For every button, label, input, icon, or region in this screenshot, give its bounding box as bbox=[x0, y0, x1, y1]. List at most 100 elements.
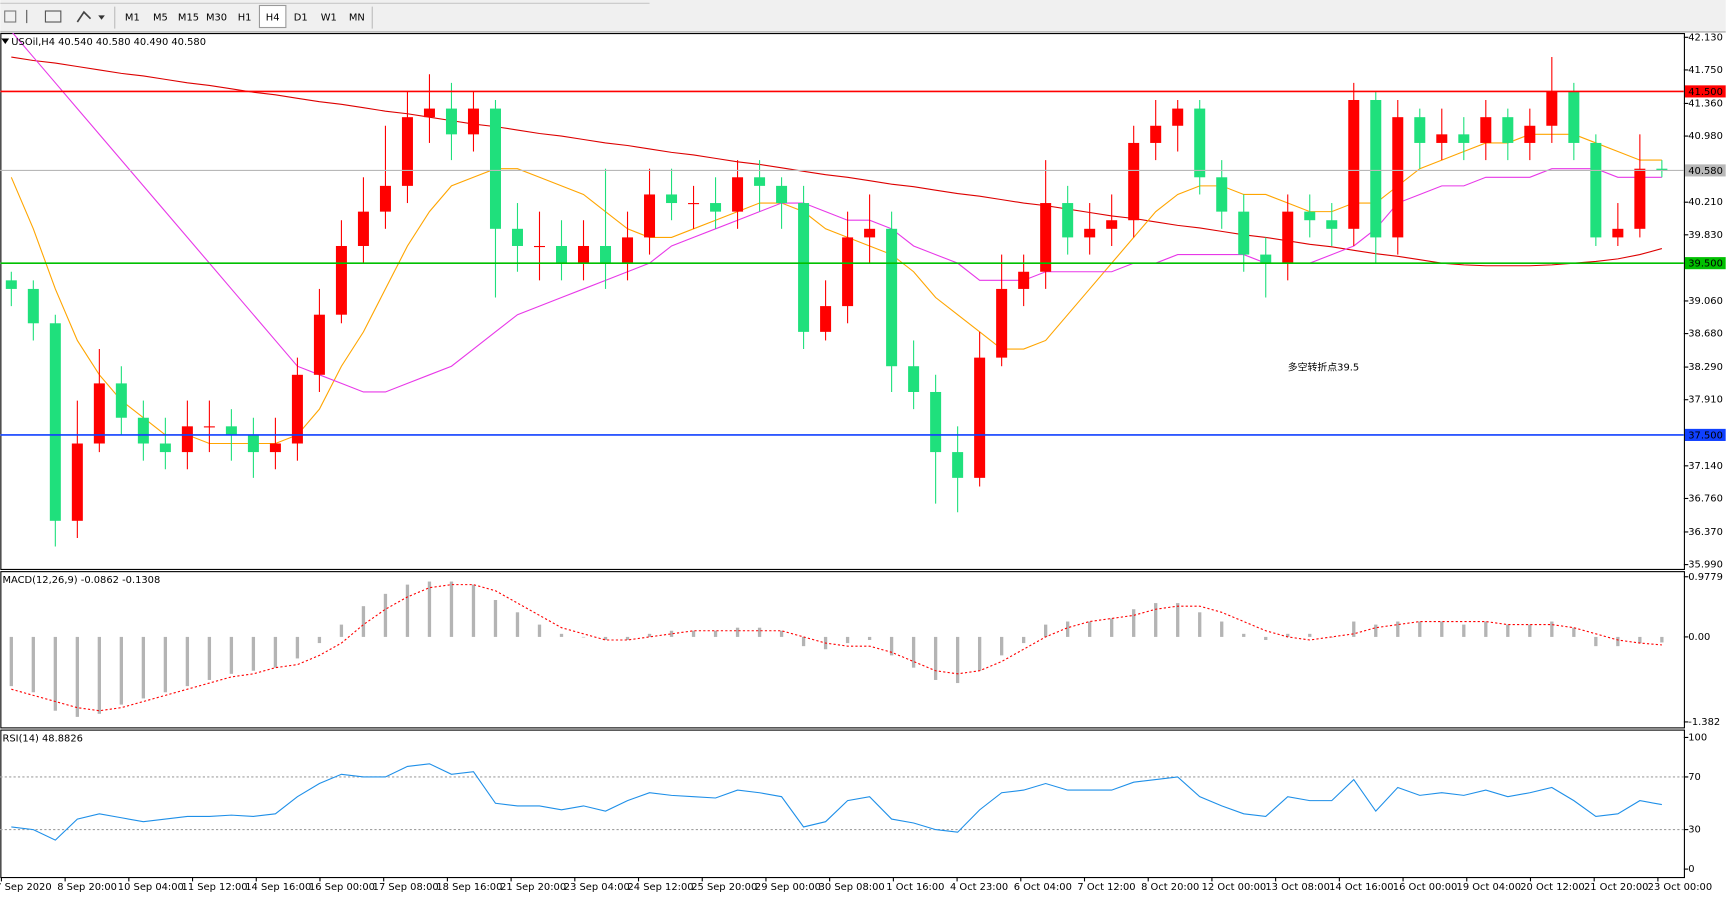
y-tick-label: 39.830 bbox=[1688, 230, 1723, 241]
x-tick-label: 21 Oct 20:00 bbox=[1584, 882, 1648, 893]
macd-bar bbox=[1044, 624, 1048, 637]
timeframe-button[interactable]: M5 bbox=[153, 13, 168, 24]
y-tick-label: 42.130 bbox=[1688, 32, 1723, 43]
level-label: 37.500 bbox=[1688, 430, 1723, 441]
objects-icon[interactable] bbox=[76, 10, 92, 23]
timeframe-button[interactable]: M1 bbox=[125, 13, 140, 24]
macd-bar bbox=[97, 636, 101, 714]
candle-body bbox=[203, 426, 215, 428]
macd-bar bbox=[559, 633, 564, 637]
macd-bar bbox=[1286, 633, 1290, 637]
timeframe-label[interactable]: M15 bbox=[178, 13, 199, 24]
macd-bar bbox=[757, 627, 762, 637]
x-tick-label: 1 Oct 16:00 bbox=[886, 882, 944, 893]
candle-body bbox=[644, 194, 656, 238]
candle-body bbox=[974, 357, 986, 478]
candle-body bbox=[49, 323, 61, 521]
x-tick-label: 24 Sep 12:00 bbox=[628, 882, 694, 893]
macd-bar bbox=[1396, 621, 1400, 637]
macd-bar bbox=[1616, 636, 1620, 647]
level-label-bg bbox=[1684, 164, 1726, 177]
timeframe-label[interactable]: M5 bbox=[153, 13, 168, 24]
timeframe-label[interactable]: M30 bbox=[206, 13, 227, 24]
timeframe-label[interactable]: D1 bbox=[294, 13, 308, 24]
timeframe-label[interactable]: H4 bbox=[266, 13, 280, 24]
x-tick-label: 16 Sep 00:00 bbox=[309, 882, 375, 893]
panel-title: MACD(12,26,9) -0.0862 -0.1308 bbox=[3, 575, 161, 586]
timeframe-button[interactable]: M15 bbox=[178, 13, 199, 24]
macd-bar bbox=[75, 636, 79, 717]
y-tick-label: 39.060 bbox=[1688, 296, 1723, 307]
candle-body bbox=[1106, 220, 1118, 229]
macd-bar bbox=[625, 636, 630, 640]
candle-body bbox=[688, 203, 700, 205]
macd-bar bbox=[1594, 636, 1598, 647]
x-tick-label: 16 Oct 00:00 bbox=[1393, 882, 1457, 893]
candle-body bbox=[666, 194, 678, 204]
panel-frame bbox=[0, 571, 1685, 729]
macd-bar bbox=[845, 636, 850, 644]
macd-bar bbox=[647, 633, 652, 637]
candle-body bbox=[1502, 117, 1514, 143]
y-tick-label: 30 bbox=[1688, 825, 1701, 836]
timeframe-button[interactable]: D1 bbox=[294, 13, 308, 24]
macd-bar bbox=[977, 636, 982, 671]
plot-area: 多空转折点39.5 bbox=[0, 33, 1684, 547]
macd-bar bbox=[383, 593, 388, 637]
candle-body bbox=[1150, 125, 1162, 143]
candle-body bbox=[996, 288, 1008, 358]
candle-body bbox=[1634, 168, 1646, 229]
timeframe-label[interactable]: W1 bbox=[321, 13, 337, 24]
dropdown-icon[interactable] bbox=[98, 15, 105, 20]
period-icon[interactable] bbox=[44, 10, 62, 23]
timeframe-button[interactable]: H1 bbox=[238, 13, 252, 24]
level-label: 39.500 bbox=[1688, 259, 1723, 270]
candle-body bbox=[467, 108, 479, 135]
x-tick-label: 14 Oct 16:00 bbox=[1329, 882, 1393, 893]
macd-bar bbox=[1660, 636, 1664, 643]
timeframe-label[interactable]: M1 bbox=[125, 13, 140, 24]
level-label: 40.580 bbox=[1688, 166, 1723, 177]
crosshair-icon[interactable] bbox=[4, 10, 17, 23]
candle-body bbox=[181, 426, 193, 453]
candle-body bbox=[1128, 142, 1140, 221]
macd-bar bbox=[1550, 621, 1554, 637]
macd-bar bbox=[31, 636, 35, 693]
timeframe-button[interactable]: M30 bbox=[206, 13, 227, 24]
macd-bar bbox=[1264, 636, 1268, 640]
macd-bar bbox=[1198, 612, 1202, 637]
macd-bar bbox=[339, 624, 344, 637]
candle-body bbox=[886, 228, 898, 367]
candle-body bbox=[1370, 99, 1382, 238]
y-tick-label: 38.290 bbox=[1688, 362, 1723, 373]
candle-body bbox=[1392, 117, 1404, 238]
macd-bar bbox=[691, 630, 696, 637]
macd-bar bbox=[537, 624, 542, 637]
timeframe-label[interactable]: MN bbox=[349, 13, 365, 24]
macd-bar bbox=[1132, 609, 1136, 637]
macd-bar bbox=[603, 636, 608, 640]
macd-bar bbox=[999, 636, 1004, 656]
macd-bar bbox=[1220, 621, 1224, 637]
x-tick-label: 30 Sep 08:00 bbox=[819, 882, 885, 893]
timeframe-button[interactable]: MN bbox=[349, 13, 365, 24]
x-tick-label: 4 Oct 23:00 bbox=[950, 882, 1008, 893]
macd-bar bbox=[1176, 603, 1180, 637]
x-tick-label: 8 Sep 20:00 bbox=[57, 882, 117, 893]
macd-bar bbox=[1330, 636, 1334, 638]
active-button-bg[interactable] bbox=[258, 4, 287, 29]
timeframe-label[interactable]: H1 bbox=[238, 13, 252, 24]
macd-bar bbox=[779, 630, 784, 637]
timeframe-button[interactable]: H4 bbox=[258, 4, 287, 29]
candle-body bbox=[820, 306, 832, 332]
candle-body bbox=[5, 280, 17, 289]
y-tick-label: 40.980 bbox=[1688, 131, 1723, 142]
x-tick-label: 19 Oct 04:00 bbox=[1457, 882, 1521, 893]
tool-icons[interactable] bbox=[4, 6, 116, 29]
candle-body bbox=[1656, 168, 1668, 171]
candle-body bbox=[1458, 134, 1470, 143]
timeframe-button[interactable]: W1 bbox=[321, 13, 337, 24]
candle-body bbox=[1436, 134, 1448, 143]
